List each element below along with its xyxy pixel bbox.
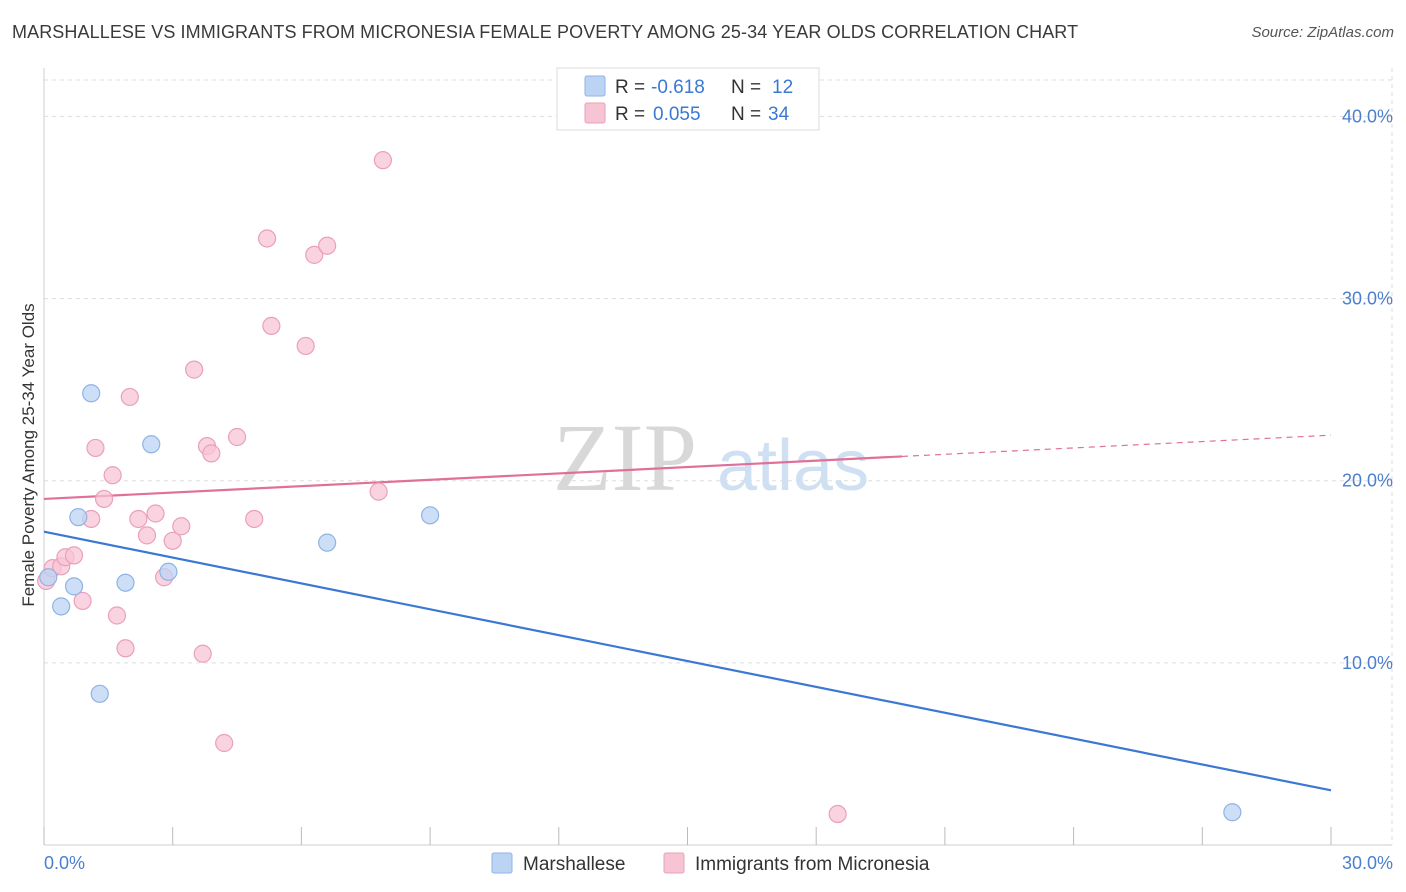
point-micronesia	[86, 438, 105, 458]
point-micronesia	[64, 546, 84, 565]
point-micronesia	[245, 509, 264, 529]
chart-title: MARSHALLESE VS IMMIGRANTS FROM MICRONESI…	[12, 22, 1079, 42]
point-marshallese	[52, 597, 71, 616]
point-micronesia	[146, 504, 165, 523]
point-marshallese	[421, 506, 440, 525]
trend-line-0	[43, 530, 1332, 792]
watermark-atlas: atlas	[717, 426, 869, 506]
point-micronesia	[227, 427, 247, 447]
x-tick-labels: 0.0% 30.0%	[44, 853, 1393, 873]
grid	[44, 68, 1393, 845]
source-label: Source: ZipAtlas.com	[1251, 24, 1394, 41]
point-marshallese	[69, 508, 88, 527]
point-micronesia	[193, 644, 212, 663]
legend-swatch-micronesia	[663, 852, 685, 874]
x-tick-label: 0.0%	[44, 853, 85, 873]
point-micronesia	[215, 733, 234, 753]
point-micronesia	[305, 245, 324, 264]
x-tick-label: 30.0%	[1342, 853, 1393, 873]
stats-r-value-2: 0.055	[653, 104, 701, 125]
stats-n-value-2: 34	[768, 104, 790, 125]
stats-n-label-2: N =	[731, 104, 761, 125]
series-legend: Marshallese Immigrants from Micronesia	[491, 852, 930, 875]
stats-n-label-1: N =	[731, 77, 761, 98]
point-marshallese	[90, 684, 109, 703]
point-micronesia	[828, 804, 847, 824]
point-marshallese	[64, 577, 84, 596]
y-tick-label: 10.0%	[1342, 653, 1393, 673]
point-marshallese	[159, 562, 178, 581]
point-micronesia	[94, 489, 114, 509]
stats-legend-swatch-blue	[584, 75, 606, 97]
point-micronesia	[185, 360, 204, 379]
point-micronesia	[107, 606, 127, 625]
legend-label-marshallese: Marshallese	[523, 854, 625, 875]
point-micronesia	[73, 591, 92, 611]
trend-line-dashed-1	[901, 434, 1332, 458]
watermark-zip: ZIP	[553, 404, 697, 511]
point-micronesia	[318, 236, 337, 255]
data-points	[37, 151, 1242, 824]
point-micronesia	[202, 444, 221, 463]
point-micronesia	[373, 151, 393, 170]
watermark: ZIP atlas	[553, 404, 869, 511]
point-marshallese	[1223, 803, 1242, 822]
stats-legend: R = -0.618 N = 12 R = 0.055 N = 34	[556, 67, 820, 131]
point-marshallese	[82, 384, 101, 403]
y-axis-label: Female Poverty Among 25-34 Year Olds	[19, 303, 38, 606]
y-tick-label: 20.0%	[1342, 471, 1393, 491]
stats-legend-swatch-pink	[584, 102, 606, 124]
axes	[43, 68, 1392, 846]
point-micronesia	[163, 531, 182, 550]
y-tick-label: 30.0%	[1342, 289, 1393, 309]
trend-lines	[43, 434, 1332, 792]
stats-r-value-1: -0.618	[651, 77, 705, 98]
point-micronesia	[257, 229, 277, 248]
point-micronesia	[296, 336, 315, 356]
point-micronesia	[120, 387, 139, 407]
point-micronesia	[116, 639, 135, 658]
legend-swatch-marshallese	[491, 852, 513, 874]
point-marshallese	[39, 568, 58, 587]
legend-label-micronesia: Immigrants from Micronesia	[695, 854, 930, 875]
stats-n-value-1: 12	[772, 77, 793, 98]
stats-r-label-2: R =	[615, 104, 645, 125]
y-tick-label: 40.0%	[1342, 106, 1393, 126]
point-micronesia	[103, 466, 122, 485]
point-micronesia	[137, 526, 157, 545]
point-marshallese	[116, 573, 135, 592]
point-micronesia	[369, 482, 388, 501]
point-micronesia	[172, 517, 191, 536]
point-micronesia	[262, 316, 281, 335]
stats-r-label-1: R =	[615, 77, 645, 98]
trend-line-1	[43, 455, 903, 501]
point-micronesia	[129, 509, 148, 529]
y-tick-labels: 10.0% 20.0% 30.0% 40.0%	[1342, 106, 1393, 672]
point-marshallese	[318, 533, 337, 552]
point-marshallese	[142, 435, 161, 454]
